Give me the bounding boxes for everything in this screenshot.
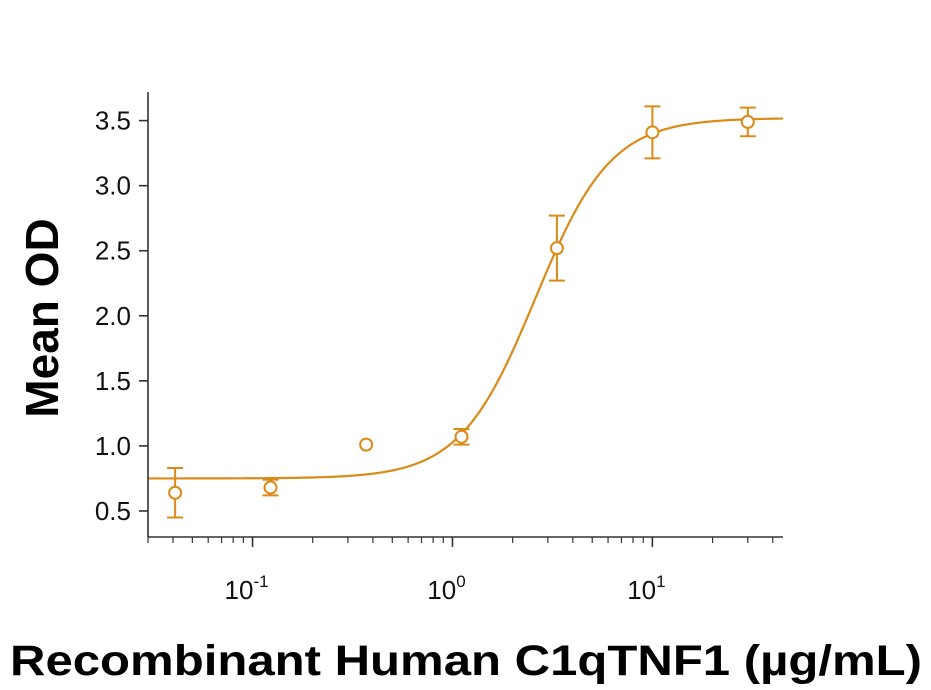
y-tick-label: 2.5 <box>95 236 131 266</box>
data-points-layer <box>167 105 756 519</box>
y-tick-label: 1.0 <box>95 431 131 461</box>
x-ticks-layer: 10-1 100 101 <box>147 537 774 605</box>
x-axis-title: Recombinant Human C1qTNF1 (µg/mL) <box>10 637 922 685</box>
x-tick-label: 101 <box>627 572 665 605</box>
data-point <box>168 485 183 500</box>
y-ticks-layer: 0.5 1.0 1.5 2.0 2.5 3.0 3.5 <box>95 106 148 526</box>
fit-curve <box>148 117 784 480</box>
data-point <box>549 241 564 256</box>
axes-layer <box>147 92 783 538</box>
data-point <box>263 480 278 495</box>
y-axis-title: Mean OD <box>16 218 68 417</box>
y-tick-label: 1.5 <box>95 366 131 396</box>
fit-curve-layer <box>148 117 784 480</box>
y-tick-label: 0.5 <box>95 496 131 526</box>
data-point <box>359 437 374 452</box>
x-tick-label: 10-1 <box>225 572 269 605</box>
y-tick-label: 2.0 <box>95 301 131 331</box>
y-tick-label: 3.0 <box>95 171 131 201</box>
x-tick-label: 100 <box>427 572 465 605</box>
y-tick-label: 3.5 <box>95 106 131 136</box>
data-point <box>454 429 469 444</box>
data-point <box>740 114 755 129</box>
data-point <box>645 125 660 140</box>
